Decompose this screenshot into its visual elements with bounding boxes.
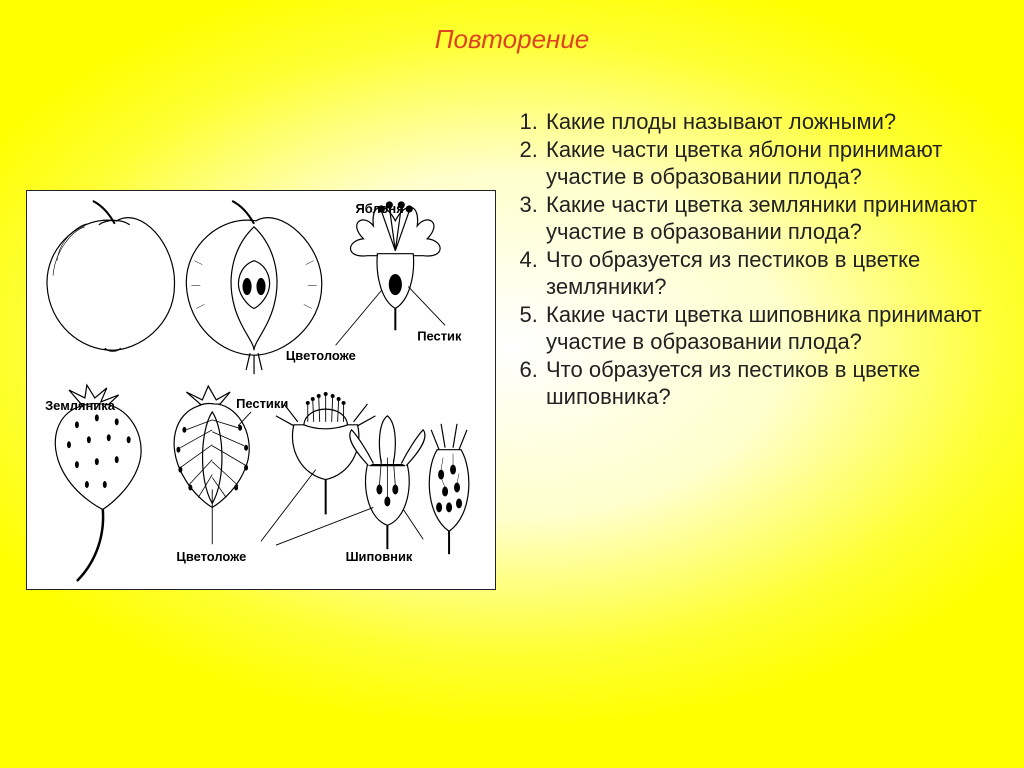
- label-apple: Яблоня: [356, 201, 404, 216]
- label-pistil: Пестик: [417, 328, 462, 343]
- label-receptacle2: Цветоложе: [176, 549, 246, 564]
- question-item: Что образуется из пестиков в цветке земл…: [544, 246, 1000, 301]
- question-item: Какие части цветка шиповника принимают у…: [544, 301, 1000, 356]
- label-strawberry: Земляника: [45, 398, 116, 413]
- question-item: Какие плоды называют ложными?: [544, 108, 1000, 136]
- label-rosehip: Шиповник: [346, 549, 413, 564]
- label-pistils: Пестики: [236, 396, 288, 411]
- question-item: Какие части цветка яблони принимают учас…: [544, 136, 1000, 191]
- page-title: Повторение: [0, 24, 1024, 55]
- botanical-diagram: Яблоня Цветоложе Пестик Земляника Пестик…: [26, 190, 496, 590]
- question-item: Какие части цветка земляники принимают у…: [544, 191, 1000, 246]
- strawberry-whole-icon: [55, 385, 141, 581]
- label-receptacle1: Цветоложе: [286, 348, 356, 363]
- strawberry-flower-icon: [261, 392, 375, 541]
- apple-whole-icon: [47, 201, 175, 351]
- apple-flower-icon: [336, 202, 445, 345]
- question-list: Какие плоды называют ложными? Какие част…: [510, 108, 1000, 411]
- question-item: Что образуется из пестиков в цветке шипо…: [544, 356, 1000, 411]
- rosehip-fruit-icon: [429, 424, 469, 554]
